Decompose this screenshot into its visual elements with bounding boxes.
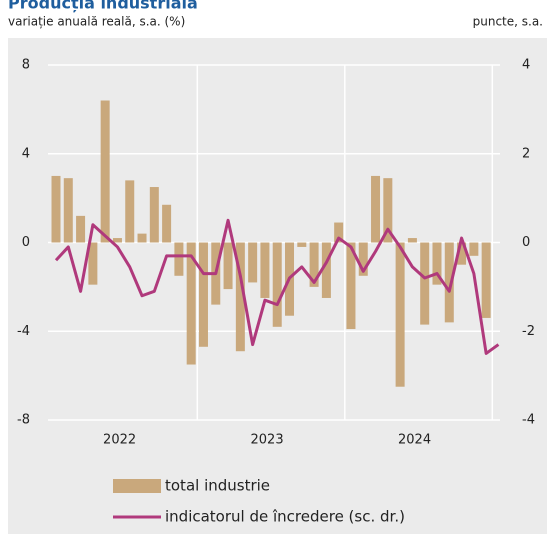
y2-tick-label: -4: [522, 413, 535, 428]
bar: [125, 180, 135, 243]
y-tick-label: -4: [17, 324, 30, 339]
bar: [358, 242, 368, 276]
bar: [321, 242, 331, 298]
x-tick-label: 2024: [398, 433, 431, 448]
subtitle: variație anuală reală, s.a. (%): [8, 15, 185, 29]
bar: [112, 238, 122, 243]
bar: [248, 242, 258, 283]
bar: [162, 204, 172, 243]
x-tick-label: 2022: [103, 433, 136, 448]
y-tick-label: 0: [22, 235, 30, 250]
bar: [457, 242, 467, 265]
y2-tick-label: 2: [522, 146, 530, 161]
y2-tick-label: 4: [522, 58, 530, 73]
bar: [223, 242, 233, 290]
legend-swatch: [113, 479, 161, 493]
bar: [51, 175, 61, 243]
bar: [186, 242, 196, 365]
legend-label: indicatorul de încredere (sc. dr.): [165, 508, 405, 526]
bar: [346, 242, 356, 330]
bar: [383, 178, 393, 243]
bar: [309, 242, 319, 287]
y-tick-label: 4: [22, 146, 30, 161]
bar: [76, 215, 86, 243]
y2-tick-label: -2: [522, 324, 535, 339]
bar: [407, 238, 417, 243]
bar: [432, 242, 442, 285]
y2-tick-label: 0: [522, 235, 530, 250]
bar: [260, 242, 270, 298]
line: [54, 218, 500, 355]
bar: [174, 242, 184, 276]
chart-title: Producția industrială: [8, 0, 198, 13]
bar: [334, 222, 344, 243]
bar: [88, 242, 98, 285]
legend-label: total industrie: [165, 477, 270, 495]
bar: [235, 242, 245, 352]
bar: [137, 233, 147, 243]
bar: [395, 242, 405, 387]
bar: [63, 178, 73, 243]
x-tick-label: 2023: [251, 433, 284, 448]
bar: [100, 100, 110, 243]
bar: [272, 242, 282, 327]
bar: [149, 187, 159, 243]
bar: [469, 242, 479, 256]
bar: [297, 242, 307, 247]
bar: [371, 175, 381, 243]
y2-axis-label: puncte, s.a.: [473, 15, 543, 29]
bar: [444, 242, 454, 323]
bar: [481, 242, 491, 318]
bar: [198, 242, 208, 347]
bar: [420, 242, 430, 325]
y-tick-label: -8: [17, 413, 30, 428]
y-tick-label: 8: [22, 58, 30, 73]
